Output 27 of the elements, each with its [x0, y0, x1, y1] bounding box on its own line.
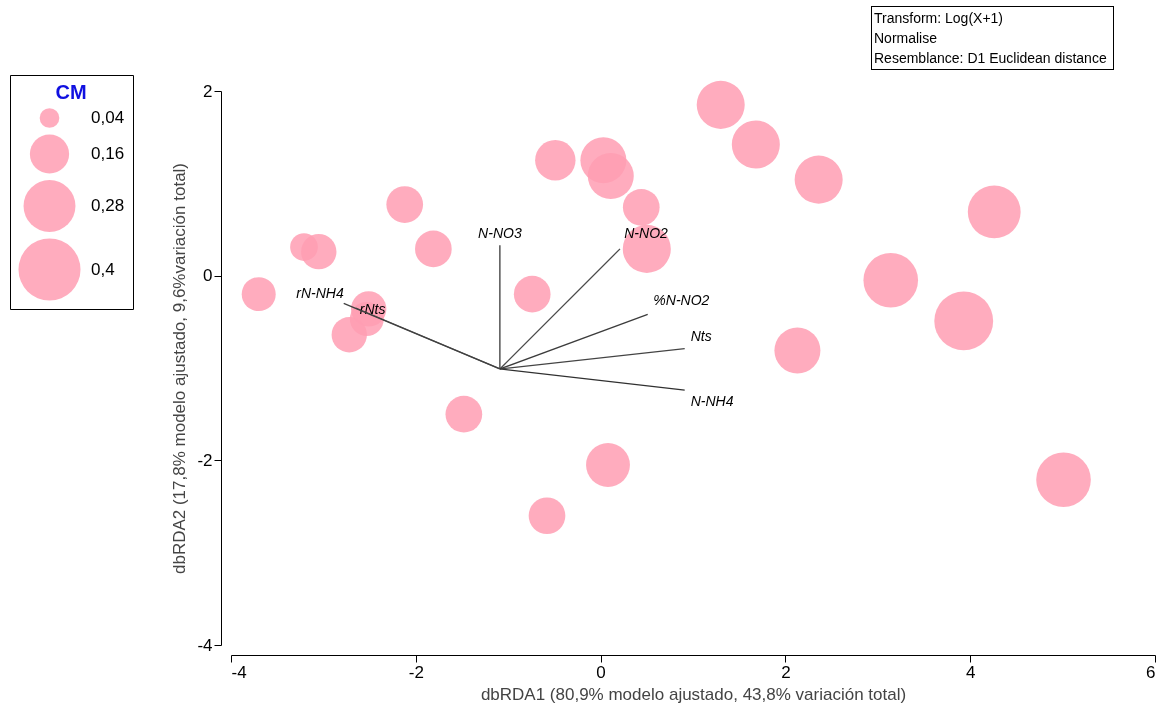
legend-label: 0,4	[91, 259, 115, 279]
x-tick-label: 2	[781, 662, 791, 682]
text: Normalise	[874, 29, 938, 48]
series-label: N-NH4	[690, 392, 734, 409]
x-tick-label: -4	[231, 662, 247, 682]
series-label: rNts	[359, 300, 386, 317]
series-label: Nts	[690, 327, 712, 344]
x-tick-label: 6	[1146, 662, 1156, 682]
y-tick-label: -2	[197, 450, 213, 470]
y-tick-label: 2	[203, 81, 213, 101]
y-tick-label: -4	[197, 635, 213, 655]
series-label: rN-NH4	[296, 285, 344, 302]
x-axis-title: dbRDA1 (80,9% modelo ajustado, 43,8% variación total)	[480, 684, 907, 704]
series-label: N-NO2	[624, 224, 669, 241]
x-tick-label: -2	[408, 662, 424, 682]
x-tick-label: 4	[965, 662, 976, 682]
legend-title: CM	[55, 81, 87, 103]
y-tick-label: 0	[203, 266, 213, 286]
legend-label: 0,04	[91, 108, 125, 127]
text: Transform: Log(X+1)	[874, 9, 1005, 28]
legend-label: 0,28	[91, 196, 125, 215]
series-label: %N-NO2	[653, 292, 710, 309]
y-axis-title: dbRDA2 (17,8% modelo ajustado, 9,6%variación total)	[170, 162, 190, 575]
text: Resemblance: D1 Euclidean distance	[874, 49, 1107, 68]
x-tick-label: 0	[596, 662, 606, 682]
legend-label: 0,16	[91, 144, 125, 163]
series-label: N-NO3	[478, 225, 522, 242]
